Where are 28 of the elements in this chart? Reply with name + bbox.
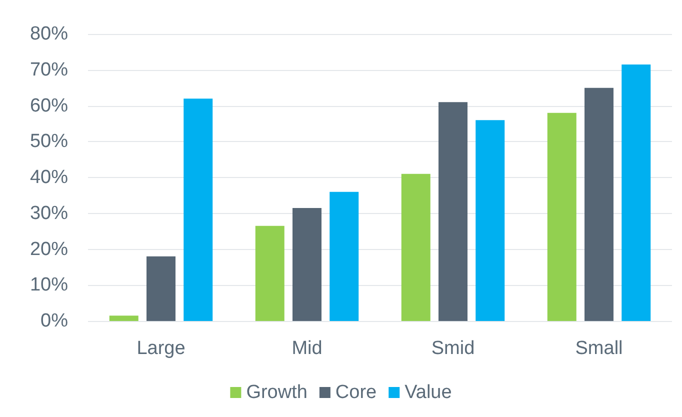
bar — [146, 256, 176, 321]
bar — [184, 98, 213, 321]
bar — [547, 112, 576, 321]
bar — [330, 192, 359, 321]
x-tick-label: Mid — [292, 338, 322, 359]
y-tick-label: 60% — [30, 95, 68, 116]
bar — [476, 120, 505, 321]
y-tick-label: 0% — [40, 310, 68, 332]
bar — [255, 226, 284, 321]
bar — [438, 102, 468, 321]
y-tick-label: 80% — [30, 24, 68, 44]
bar — [292, 208, 322, 321]
y-tick-label: 50% — [30, 131, 68, 152]
legend-label: Core — [335, 382, 377, 403]
x-tick-label: Large — [136, 338, 186, 359]
legend-label: Growth — [246, 382, 308, 403]
y-tick-label: 70% — [30, 59, 68, 80]
bar — [401, 174, 430, 321]
x-tick-label: Smid — [431, 338, 475, 359]
bar — [109, 316, 138, 321]
bar — [584, 88, 614, 321]
legend-label: Value — [404, 382, 452, 403]
y-tick-label: 30% — [30, 202, 68, 224]
bar — [622, 64, 651, 321]
y-tick-label: 20% — [30, 238, 68, 260]
x-tick-label: Small — [575, 338, 623, 359]
y-tick-label: 10% — [30, 274, 68, 296]
y-tick-label: 40% — [30, 167, 68, 188]
